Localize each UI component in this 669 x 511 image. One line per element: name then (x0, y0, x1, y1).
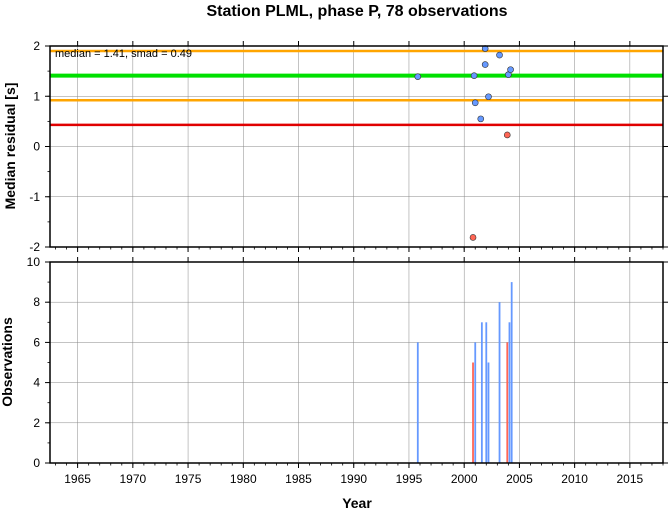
x-tick-label: 2000 (451, 472, 478, 486)
observations-y-tick-labels: 10 8 6 4 2 0 (27, 255, 41, 470)
x-tick-label: 2015 (617, 472, 644, 486)
residual-points (414, 45, 514, 241)
residual-panel: 2 1 0 -1 -2 median = 1.41, smad = 0.49 Media… (2, 39, 668, 254)
x-tick-label: 1985 (285, 472, 312, 486)
y-tick-label: 0 (33, 140, 40, 154)
chart-title: Station PLML, phase P, 78 observations (206, 3, 507, 20)
red-residual-point (503, 131, 511, 139)
reference-lines (50, 49, 663, 127)
x-axis-label: Year (342, 495, 372, 511)
blue-observation-bar (416, 342, 419, 463)
year-tick-labels: 1965 1970 1975 1980 1985 1990 1995 2000 2005 2010… (64, 472, 643, 486)
blue-observation-bar (498, 302, 501, 463)
blue-observation-bar (485, 322, 488, 463)
red-observation-bar (472, 362, 474, 463)
observations-y-axis-label: Observations (0, 317, 15, 407)
blue-observation-bar (508, 322, 511, 463)
y-tick-label: 4 (33, 376, 40, 390)
y-tick-label: 8 (33, 295, 40, 309)
y-tick-label: 2 (33, 416, 40, 430)
blue-observation-bar (474, 342, 477, 463)
residual-y-axis-label: Median residual [s] (2, 83, 18, 210)
y-tick-label: 6 (33, 335, 40, 349)
blue-residual-point (481, 61, 489, 68)
red-observation-bar (506, 342, 509, 463)
blue-residual-point (507, 66, 514, 73)
median-smad-annotation: median = 1.41, smad = 0.49 (55, 48, 192, 60)
x-tick-label: 2005 (506, 472, 533, 486)
blue-residual-point (471, 99, 479, 107)
observation-bars (416, 282, 513, 463)
observations-plot-frame (49, 261, 664, 464)
blue-residual-point (496, 51, 503, 59)
y-tick-label: -1 (29, 190, 40, 204)
y-tick-label: 2 (33, 39, 40, 53)
x-tick-label: 1975 (175, 472, 202, 486)
blue-residual-point (477, 115, 485, 123)
y-tick-label: -2 (29, 240, 40, 254)
y-tick-label: 10 (27, 255, 41, 269)
observations-panel: 10 8 6 4 2 0 1965 1970 1975 1980 1985 1990 1995 2000… (0, 255, 668, 511)
y-tick-label: 0 (33, 456, 40, 470)
residual-y-tick-labels: 2 1 0 -1 -2 (29, 39, 40, 254)
x-tick-label: 1995 (396, 472, 423, 486)
y-tick-label: 1 (33, 89, 40, 103)
blue-residual-point (485, 93, 492, 101)
residual-tick-marks (45, 41, 668, 252)
x-tick-label: 1970 (119, 472, 146, 486)
red-residual-point (469, 234, 477, 241)
x-tick-label: 1965 (64, 472, 91, 486)
blue-residual-point (470, 72, 478, 79)
observations-tick-marks (45, 257, 668, 468)
blue-observation-bar (480, 322, 483, 463)
observations-grid (50, 261, 663, 464)
blue-observation-bar (510, 282, 513, 463)
blue-residual-point (414, 73, 422, 80)
x-tick-label: 1980 (230, 472, 257, 486)
blue-observation-bar (487, 362, 490, 463)
x-tick-label: 2010 (561, 472, 588, 486)
x-tick-label: 1990 (340, 472, 367, 486)
